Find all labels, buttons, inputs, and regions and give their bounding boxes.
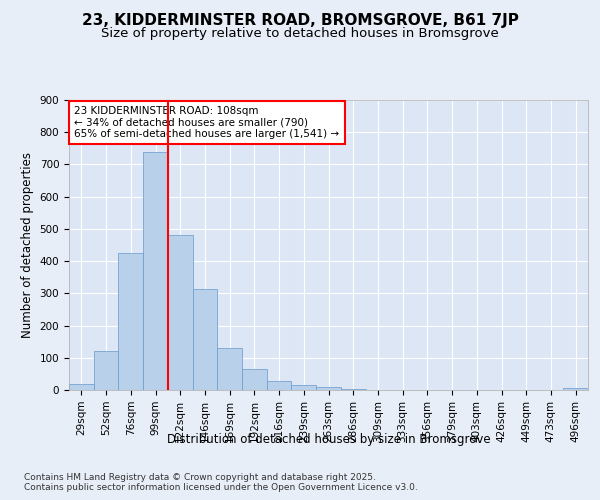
Bar (94, 350, 118, 390)
Bar (242, 369, 267, 390)
Text: Contains HM Land Registry data © Crown copyright and database right 2025.
Contai: Contains HM Land Registry data © Crown c… (24, 472, 418, 492)
Text: 23, KIDDERMINSTER ROAD, BROMSGROVE, B61 7JP: 23, KIDDERMINSTER ROAD, BROMSGROVE, B61 … (82, 12, 518, 28)
Y-axis label: Number of detached properties: Number of detached properties (21, 152, 34, 338)
Text: Size of property relative to detached houses in Bromsgrove: Size of property relative to detached ho… (101, 28, 499, 40)
Bar (193, 288, 217, 390)
Text: 23 KIDDERMINSTER ROAD: 108sqm
← 34% of detached houses are smaller (790)
65% of : 23 KIDDERMINSTER ROAD: 108sqm ← 34% of d… (74, 106, 340, 139)
Bar (118, 253, 143, 390)
Bar (267, 382, 292, 390)
Bar (217, 348, 242, 390)
Text: Distribution of detached houses by size in Bromsgrove: Distribution of detached houses by size … (167, 432, 491, 446)
Bar (143, 152, 168, 390)
Bar (292, 385, 316, 390)
Bar (563, 388, 588, 390)
Bar (168, 236, 193, 390)
Bar (69, 384, 94, 390)
Bar (316, 388, 341, 390)
